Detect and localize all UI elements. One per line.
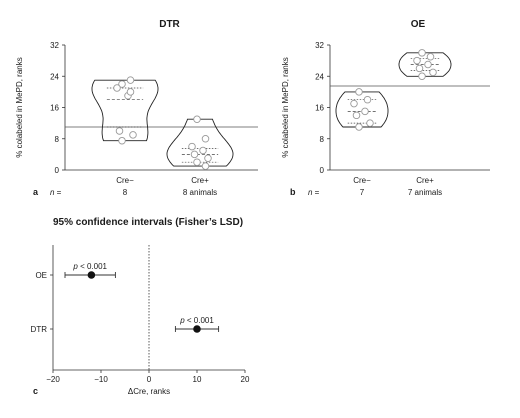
y-tick-label: 24 [50, 72, 59, 81]
y-axis-label: % colabeled in MePD, ranks [281, 57, 290, 158]
y-tick-label: 32 [315, 41, 324, 50]
x-tick-label: Cre+ [191, 176, 209, 185]
y-axis-label: % colabeled in MePD, ranks [15, 57, 24, 158]
data-point [361, 107, 369, 116]
violin-group [398, 49, 452, 80]
violin-shape [166, 118, 234, 167]
data-point [204, 154, 212, 163]
violin-group [335, 88, 389, 131]
data-point [188, 142, 196, 151]
n-letter: n [50, 188, 55, 197]
x-tick-label: 20 [241, 375, 250, 384]
p-letter: p [179, 316, 185, 325]
n-prefix: n = [50, 188, 62, 197]
data-point [355, 88, 363, 96]
data-point [350, 99, 358, 108]
n-value: 8 animals [183, 188, 217, 197]
p-value-label: p < 0.001 [179, 316, 214, 325]
p-rest: < 0.001 [78, 262, 108, 271]
data-point [418, 72, 426, 80]
data-point [415, 64, 424, 73]
data-point [190, 150, 199, 159]
data-point [126, 76, 135, 84]
violin-shape [91, 79, 159, 142]
data-point [193, 158, 201, 166]
y-tick-label: 16 [315, 104, 324, 113]
data-point [429, 68, 437, 77]
y-tick-label: DTR [31, 325, 48, 334]
violin-shape [335, 91, 389, 128]
y-tick-label: 8 [320, 135, 325, 144]
n-equals: = [54, 188, 61, 197]
panel-label: b [290, 187, 296, 197]
y-tick-label: OE [35, 271, 47, 280]
panel-label: c [33, 386, 38, 396]
x-tick-label: Cre− [116, 176, 134, 185]
data-point [126, 88, 135, 96]
forest-row: DTR p < 0.001 [31, 316, 220, 334]
data-point [363, 95, 372, 104]
y-tick-label: 0 [55, 166, 60, 175]
data-point [366, 119, 374, 127]
y-tick-label: 24 [315, 72, 324, 81]
x-axis-label: ΔCre, ranks [128, 387, 170, 396]
p-letter: p [72, 262, 78, 271]
estimate-point [87, 271, 96, 279]
y-tick-label: 32 [50, 41, 59, 50]
n-value: 7 [360, 188, 365, 197]
x-tick-label: 10 [193, 375, 202, 384]
x-tick-label: −10 [94, 375, 108, 384]
y-tick-label: 16 [50, 104, 59, 113]
panel-a: DTR 0 8 16 24 32 % colabeled in MePD, ranks Cre… [15, 19, 258, 197]
y-tick-label: 8 [55, 135, 60, 144]
data-point [129, 131, 137, 139]
n-value: 7 animals [408, 188, 442, 197]
data-point [413, 56, 421, 65]
p-value-label: p < 0.001 [72, 262, 107, 271]
x-tick-label: Cre− [353, 176, 371, 185]
data-point [193, 115, 201, 123]
data-point [201, 162, 210, 170]
x-tick-label: 0 [147, 375, 152, 384]
data-point [355, 123, 363, 131]
data-point [424, 60, 432, 69]
chart-title: DTR [159, 19, 180, 30]
n-prefix: n = [308, 188, 320, 197]
violin-group [91, 76, 159, 145]
y-tick-label: 0 [320, 166, 325, 175]
p-rest: < 0.001 [185, 316, 215, 325]
violin-shape [398, 52, 452, 77]
panel-c: 95% confidence intervals (Fisher’s LSD) −… [31, 217, 250, 396]
data-point [115, 127, 124, 135]
data-point [118, 136, 126, 145]
data-point [113, 84, 121, 92]
n-letter: n [308, 188, 313, 197]
panel-b: OE 0 8 16 24 32 % colabeled in MePD, ranks Cre−… [281, 19, 490, 197]
data-point [118, 80, 126, 88]
violin-group [166, 115, 234, 170]
data-point [352, 111, 361, 120]
data-point [418, 49, 426, 57]
x-tick-label: −20 [46, 375, 60, 384]
chart-title: 95% confidence intervals (Fisher’s LSD) [53, 217, 243, 228]
n-equals: = [312, 188, 319, 197]
data-point [426, 52, 435, 61]
data-point [201, 134, 210, 143]
x-tick-label: Cre+ [416, 176, 434, 185]
forest-row: OE p < 0.001 [35, 262, 116, 280]
estimate-point [193, 325, 201, 333]
n-value: 8 [123, 188, 128, 197]
chart-title: OE [411, 19, 426, 30]
panel-label: a [33, 187, 39, 197]
data-point [199, 146, 207, 155]
